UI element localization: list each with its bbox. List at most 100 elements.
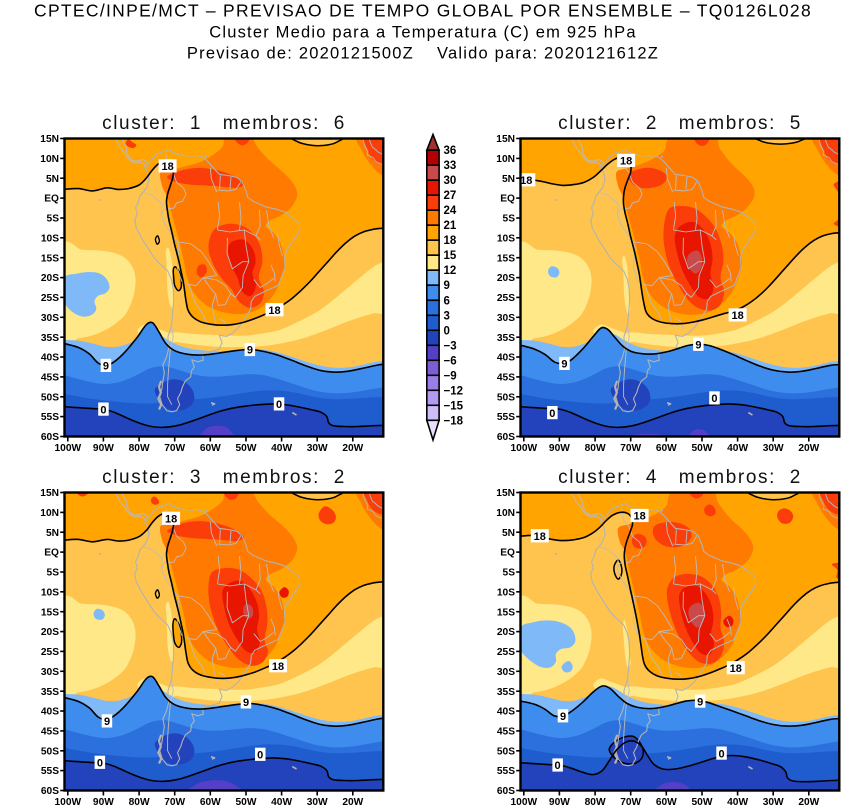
svg-text:−6: −6 (444, 355, 457, 367)
svg-text:30W: 30W (307, 797, 328, 806)
svg-text:5N: 5N (46, 528, 59, 539)
svg-text:EQ: EQ (44, 194, 59, 205)
svg-text:−3: −3 (444, 340, 457, 352)
svg-text:5S: 5S (503, 568, 516, 579)
svg-text:18: 18 (633, 511, 645, 523)
svg-text:18: 18 (620, 156, 632, 168)
svg-text:−18: −18 (444, 415, 464, 427)
svg-text:10N: 10N (40, 154, 59, 165)
svg-text:30W: 30W (307, 443, 328, 452)
svg-text:90W: 90W (93, 797, 114, 806)
svg-text:55S: 55S (41, 412, 59, 423)
svg-text:18: 18 (165, 514, 177, 526)
svg-text:60S: 60S (41, 432, 59, 443)
svg-text:55S: 55S (497, 412, 515, 423)
svg-text:45S: 45S (41, 373, 59, 384)
svg-text:15S: 15S (497, 607, 515, 618)
svg-text:36: 36 (444, 145, 457, 157)
svg-text:60S: 60S (41, 786, 59, 797)
svg-text:0: 0 (711, 393, 717, 405)
svg-text:55S: 55S (497, 766, 515, 777)
svg-text:35S: 35S (497, 687, 515, 698)
svg-text:50S: 50S (497, 746, 515, 757)
svg-text:9: 9 (444, 280, 450, 292)
svg-text:50W: 50W (236, 797, 257, 806)
svg-text:25S: 25S (41, 293, 59, 304)
svg-text:100W: 100W (510, 797, 537, 806)
svg-text:40W: 40W (271, 797, 292, 806)
svg-text:9: 9 (247, 345, 253, 357)
svg-text:30S: 30S (497, 667, 515, 678)
svg-text:25S: 25S (497, 647, 515, 658)
svg-text:−12: −12 (444, 385, 464, 397)
svg-text:9: 9 (104, 716, 110, 728)
svg-text:10S: 10S (41, 587, 59, 598)
svg-text:9: 9 (695, 340, 701, 352)
svg-text:20S: 20S (497, 273, 515, 284)
svg-text:10S: 10S (41, 233, 59, 244)
svg-text:70W: 70W (164, 443, 185, 452)
svg-text:55S: 55S (41, 766, 59, 777)
svg-text:90W: 90W (93, 443, 114, 452)
svg-text:18: 18 (730, 663, 742, 675)
svg-text:90W: 90W (549, 797, 570, 806)
svg-text:50W: 50W (692, 797, 713, 806)
svg-text:21: 21 (444, 220, 457, 232)
svg-text:15N: 15N (40, 134, 59, 145)
svg-text:100W: 100W (54, 797, 81, 806)
svg-text:9: 9 (103, 361, 109, 373)
svg-text:60W: 60W (200, 797, 221, 806)
svg-text:40W: 40W (271, 443, 292, 452)
svg-text:15S: 15S (41, 607, 59, 618)
svg-text:3: 3 (444, 310, 450, 322)
svg-text:60S: 60S (497, 432, 515, 443)
svg-text:60S: 60S (497, 786, 515, 797)
svg-text:40S: 40S (41, 707, 59, 718)
svg-text:80W: 80W (585, 443, 606, 452)
svg-text:15N: 15N (496, 134, 515, 145)
svg-text:40W: 40W (727, 443, 748, 452)
svg-text:9: 9 (243, 697, 249, 709)
svg-text:0: 0 (276, 399, 282, 411)
svg-text:5N: 5N (502, 174, 515, 185)
svg-text:25S: 25S (41, 647, 59, 658)
svg-text:60W: 60W (200, 443, 221, 452)
svg-text:EQ: EQ (500, 194, 515, 205)
svg-text:20S: 20S (41, 273, 59, 284)
svg-text:5N: 5N (46, 174, 59, 185)
svg-text:20S: 20S (41, 627, 59, 638)
svg-text:70W: 70W (620, 443, 641, 452)
svg-text:50W: 50W (692, 443, 713, 452)
svg-text:10S: 10S (497, 587, 515, 598)
svg-text:18: 18 (272, 661, 284, 673)
svg-text:40S: 40S (41, 353, 59, 364)
svg-text:45S: 45S (41, 727, 59, 738)
svg-text:18: 18 (534, 531, 546, 543)
svg-text:70W: 70W (620, 797, 641, 806)
svg-text:EQ: EQ (500, 548, 515, 559)
svg-text:10N: 10N (496, 154, 515, 165)
svg-text:50S: 50S (41, 746, 59, 757)
svg-text:0: 0 (97, 758, 103, 770)
svg-text:0: 0 (718, 748, 724, 760)
svg-text:12: 12 (444, 265, 457, 277)
svg-text:20W: 20W (342, 797, 363, 806)
svg-text:33: 33 (444, 160, 457, 172)
svg-text:30S: 30S (497, 313, 515, 324)
svg-text:50W: 50W (236, 443, 257, 452)
svg-text:9: 9 (561, 359, 567, 371)
svg-text:15N: 15N (496, 488, 515, 499)
svg-text:0: 0 (100, 404, 106, 416)
svg-text:27: 27 (444, 190, 457, 202)
svg-text:18: 18 (444, 235, 457, 247)
svg-text:10N: 10N (40, 508, 59, 519)
svg-text:5N: 5N (502, 528, 515, 539)
svg-text:100W: 100W (510, 443, 537, 452)
svg-text:0: 0 (444, 325, 450, 337)
svg-text:9: 9 (560, 711, 566, 723)
svg-text:45S: 45S (497, 373, 515, 384)
svg-text:−9: −9 (444, 370, 457, 382)
svg-text:24: 24 (444, 205, 457, 217)
svg-text:15S: 15S (497, 253, 515, 264)
svg-text:100W: 100W (54, 443, 81, 452)
